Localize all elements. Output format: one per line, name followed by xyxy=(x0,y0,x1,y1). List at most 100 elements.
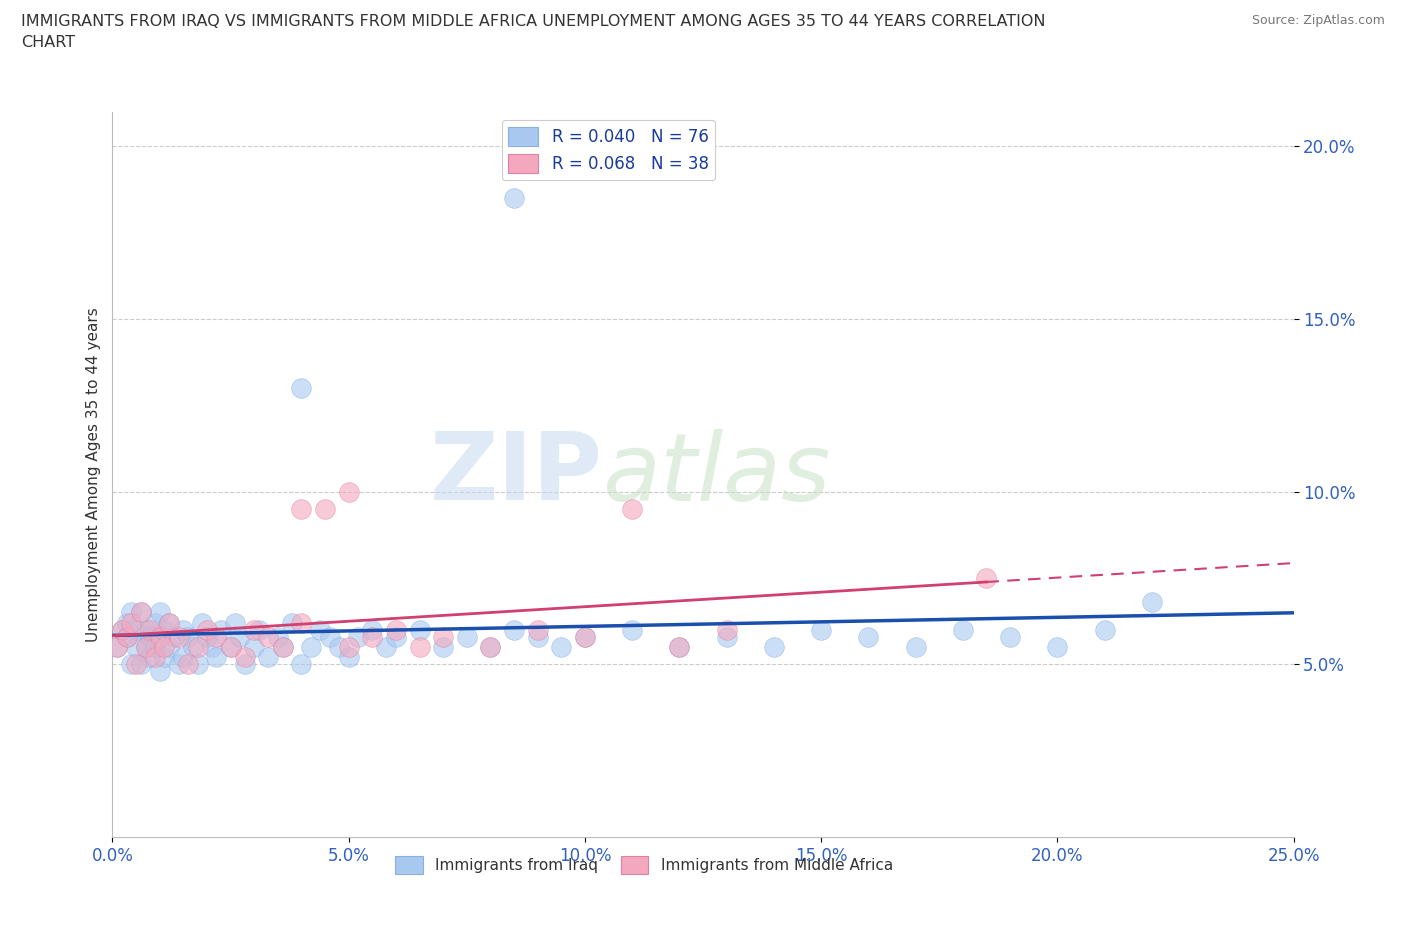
Point xyxy=(153,650,176,665)
Point xyxy=(281,616,304,631)
Point xyxy=(361,630,384,644)
Point xyxy=(668,640,690,655)
Point xyxy=(157,640,180,655)
Point xyxy=(716,630,738,644)
Point xyxy=(550,640,572,655)
Point xyxy=(229,630,252,644)
Point xyxy=(139,622,162,637)
Point xyxy=(191,616,214,631)
Point xyxy=(299,640,322,655)
Point xyxy=(267,630,290,644)
Point xyxy=(195,630,218,644)
Point xyxy=(503,622,526,637)
Point xyxy=(163,630,186,644)
Point xyxy=(526,622,548,637)
Point xyxy=(432,640,454,655)
Point xyxy=(219,640,242,655)
Point xyxy=(177,630,200,644)
Point xyxy=(233,650,256,665)
Point xyxy=(290,616,312,631)
Point xyxy=(120,616,142,631)
Point xyxy=(105,640,128,655)
Point xyxy=(205,630,228,644)
Point xyxy=(247,622,270,637)
Point xyxy=(998,630,1021,644)
Point xyxy=(243,622,266,637)
Point xyxy=(143,616,166,631)
Point xyxy=(904,640,927,655)
Point xyxy=(120,657,142,671)
Point xyxy=(290,657,312,671)
Point xyxy=(375,640,398,655)
Point xyxy=(149,605,172,620)
Text: Source: ZipAtlas.com: Source: ZipAtlas.com xyxy=(1251,14,1385,27)
Point xyxy=(105,640,128,655)
Point xyxy=(157,616,180,631)
Point xyxy=(314,501,336,516)
Point xyxy=(385,630,408,644)
Point xyxy=(186,657,208,671)
Point xyxy=(290,380,312,395)
Point xyxy=(172,622,194,637)
Text: IMMIGRANTS FROM IRAQ VS IMMIGRANTS FROM MIDDLE AFRICA UNEMPLOYMENT AMONG AGES 35: IMMIGRANTS FROM IRAQ VS IMMIGRANTS FROM … xyxy=(21,14,1046,29)
Point xyxy=(858,630,880,644)
Point xyxy=(143,640,166,655)
Point xyxy=(762,640,785,655)
Point xyxy=(139,650,162,665)
Point xyxy=(167,630,190,644)
Point xyxy=(201,640,224,655)
Point xyxy=(337,640,360,655)
Point xyxy=(219,640,242,655)
Point xyxy=(125,640,148,655)
Point xyxy=(1094,622,1116,637)
Point xyxy=(319,630,342,644)
Point xyxy=(224,616,246,631)
Point xyxy=(177,657,200,671)
Point xyxy=(526,630,548,644)
Point xyxy=(456,630,478,644)
Point xyxy=(153,622,176,637)
Point xyxy=(115,616,138,631)
Point xyxy=(1140,594,1163,609)
Point xyxy=(129,605,152,620)
Point xyxy=(139,630,162,644)
Point xyxy=(309,622,332,637)
Point xyxy=(257,650,280,665)
Point xyxy=(432,630,454,644)
Text: ZIP: ZIP xyxy=(430,429,603,520)
Point xyxy=(271,640,294,655)
Point xyxy=(668,640,690,655)
Text: CHART: CHART xyxy=(21,35,75,50)
Point xyxy=(186,640,208,655)
Point xyxy=(111,622,134,637)
Point xyxy=(408,622,430,637)
Point xyxy=(810,622,832,637)
Point xyxy=(408,640,430,655)
Point xyxy=(129,657,152,671)
Point xyxy=(479,640,502,655)
Point xyxy=(243,640,266,655)
Point xyxy=(1046,640,1069,655)
Point xyxy=(209,622,232,637)
Point xyxy=(143,650,166,665)
Point xyxy=(167,657,190,671)
Point xyxy=(172,650,194,665)
Point xyxy=(328,640,350,655)
Point xyxy=(149,664,172,679)
Point xyxy=(129,605,152,620)
Point xyxy=(233,657,256,671)
Point xyxy=(135,622,157,637)
Text: atlas: atlas xyxy=(603,429,831,520)
Point xyxy=(205,650,228,665)
Point xyxy=(337,650,360,665)
Point xyxy=(125,657,148,671)
Point xyxy=(621,622,644,637)
Point xyxy=(115,630,138,644)
Point xyxy=(125,622,148,637)
Point xyxy=(716,622,738,637)
Point xyxy=(337,485,360,499)
Point xyxy=(574,630,596,644)
Point xyxy=(257,630,280,644)
Point xyxy=(952,622,974,637)
Point xyxy=(290,501,312,516)
